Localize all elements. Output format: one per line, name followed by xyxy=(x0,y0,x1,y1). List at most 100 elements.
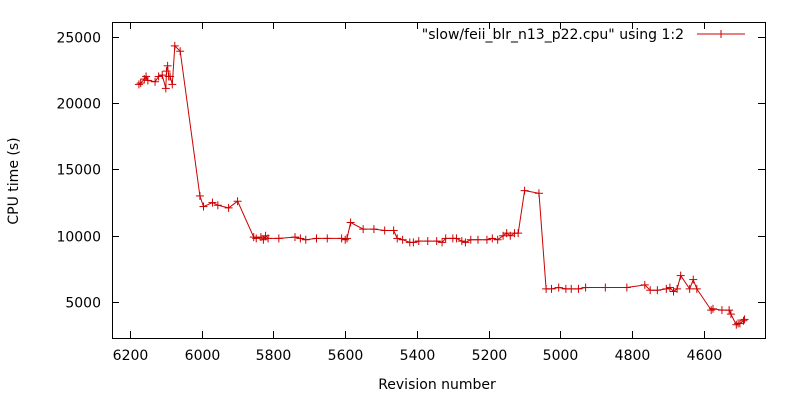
data-point xyxy=(717,306,726,315)
data-point xyxy=(646,286,655,295)
data-point xyxy=(432,237,441,246)
data-point xyxy=(136,79,145,88)
data-point xyxy=(676,271,685,280)
data-point xyxy=(452,234,461,243)
x-tick-label: 5000 xyxy=(543,348,579,364)
data-point xyxy=(601,283,610,292)
x-tick-label: 5400 xyxy=(400,348,436,364)
x-tick-label: 5200 xyxy=(472,348,508,364)
data-point xyxy=(534,189,543,198)
axis-ticks: 6200 6000 5800 5600 5400 5200 5000 4800 4600 5000… xyxy=(56,22,765,364)
data-point xyxy=(369,225,378,234)
data-point xyxy=(213,201,222,210)
legend-label: "slow/feii_blr_n13_p22.cpu" using 1:2 xyxy=(422,27,684,43)
y-tick-label: 5000 xyxy=(65,296,101,312)
data-point xyxy=(264,234,273,243)
data-point xyxy=(581,283,590,292)
data-point xyxy=(208,198,217,207)
data-point xyxy=(380,226,389,235)
data-point xyxy=(554,283,563,292)
x-tick-label: 4600 xyxy=(687,348,723,364)
data-point xyxy=(224,203,233,212)
data-point xyxy=(466,235,475,244)
data-point xyxy=(461,238,470,247)
data-point xyxy=(665,283,674,292)
data-point xyxy=(739,316,748,325)
y-tick-label: 10000 xyxy=(56,230,101,246)
data-point xyxy=(393,234,402,243)
data-point xyxy=(252,234,261,243)
data-point xyxy=(312,234,321,243)
data-point xyxy=(168,80,177,89)
data-point xyxy=(740,315,749,324)
data-point xyxy=(493,235,502,244)
x-tick-label: 5800 xyxy=(256,348,292,364)
data-point xyxy=(488,234,497,243)
data-point xyxy=(170,41,179,50)
data-point xyxy=(707,306,716,315)
data-point xyxy=(233,197,242,206)
y-tick-label: 15000 xyxy=(56,163,101,179)
x-tick-label: 6000 xyxy=(185,348,221,364)
data-point xyxy=(574,284,583,293)
data-point xyxy=(359,225,368,234)
data-point xyxy=(726,310,735,319)
y-tick-label: 20000 xyxy=(56,97,101,113)
data-point xyxy=(296,234,305,243)
data-point xyxy=(653,286,662,295)
data-point xyxy=(547,284,556,293)
y-axis-label: CPU time (s) xyxy=(6,137,22,224)
data-point xyxy=(692,284,701,293)
data-point xyxy=(640,280,649,289)
data-point xyxy=(341,235,350,244)
data-point xyxy=(166,72,175,81)
data-point xyxy=(195,191,204,200)
data-point xyxy=(457,237,466,246)
x-tick-label: 5600 xyxy=(328,348,364,364)
data-point xyxy=(438,238,447,247)
data-point xyxy=(154,72,163,81)
data-point xyxy=(732,320,741,329)
data-point xyxy=(685,284,694,293)
data-point xyxy=(409,238,418,247)
data-point xyxy=(323,234,332,243)
data-point xyxy=(414,237,423,246)
data-point xyxy=(176,47,185,56)
data-point xyxy=(274,234,283,243)
data-point xyxy=(343,234,352,243)
data-point xyxy=(473,235,482,244)
data-point xyxy=(199,202,208,211)
data-point xyxy=(708,304,717,313)
legend-marker xyxy=(717,30,725,38)
data-point xyxy=(717,30,725,38)
x-axis-label: Revision number xyxy=(378,377,496,393)
data-point xyxy=(346,218,355,227)
data-point xyxy=(567,284,576,293)
data-point xyxy=(506,231,515,240)
data-point xyxy=(142,72,151,81)
data-point xyxy=(725,306,734,315)
data-point xyxy=(423,237,432,246)
data-point xyxy=(520,186,529,195)
data-point xyxy=(389,226,398,235)
x-tick-label: 4800 xyxy=(615,348,651,364)
data-point xyxy=(134,80,143,89)
data-point xyxy=(162,67,171,76)
data-point xyxy=(259,235,268,244)
data-point xyxy=(151,77,160,86)
data-point xyxy=(622,283,631,292)
legend: "slow/feii_blr_n13_p22.cpu" using 1:2 xyxy=(422,27,745,43)
plot-frame xyxy=(112,22,766,339)
data-point xyxy=(514,229,523,238)
data-point xyxy=(398,235,407,244)
data-point xyxy=(290,233,299,242)
x-tick-label: 6200 xyxy=(113,348,149,364)
data-point xyxy=(163,61,172,70)
data-point xyxy=(161,84,170,93)
data-point xyxy=(143,76,152,85)
data-point xyxy=(689,275,698,284)
data-point xyxy=(482,235,491,244)
data-point xyxy=(662,284,671,293)
series-line xyxy=(138,44,745,326)
